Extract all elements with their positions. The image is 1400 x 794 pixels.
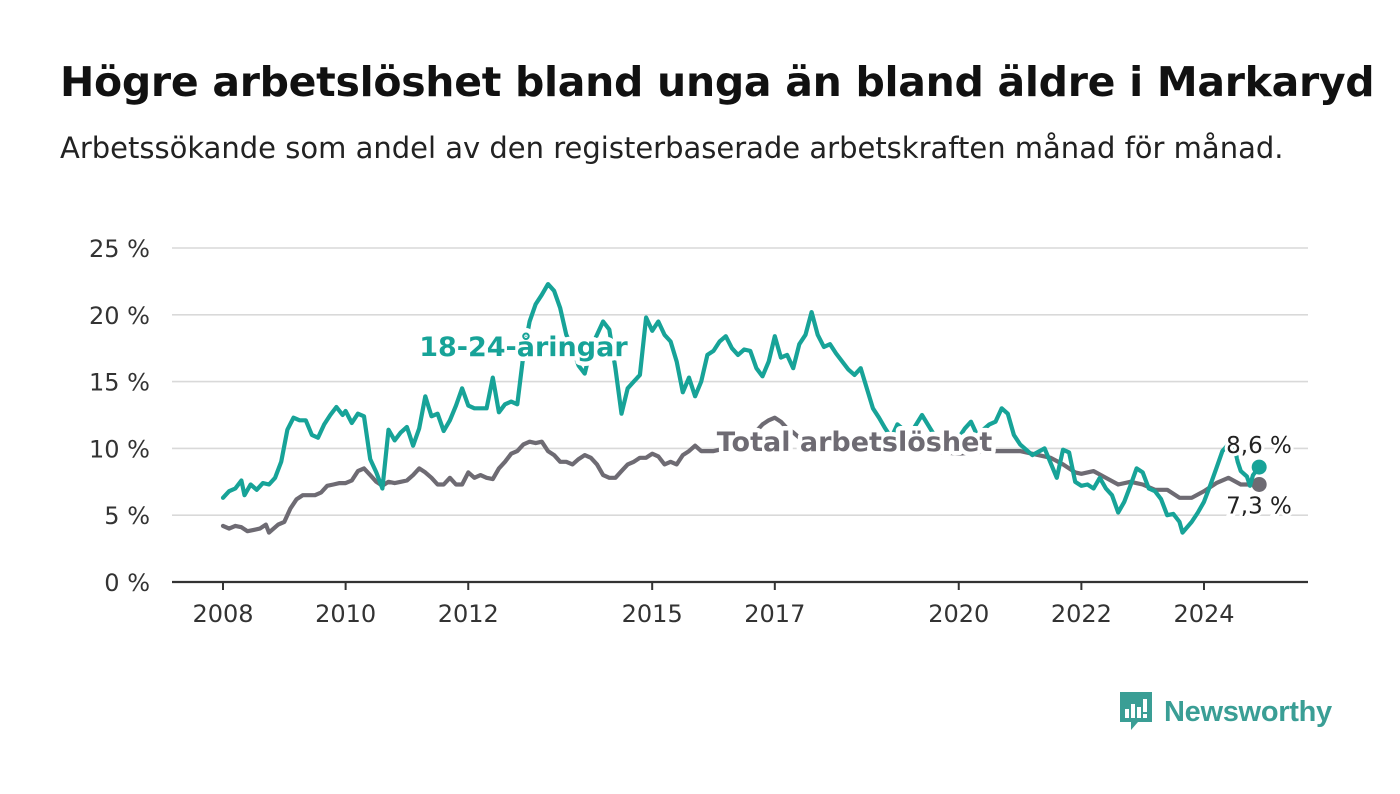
gridlines	[172, 247, 1308, 584]
x-tick-label: 2017	[744, 600, 805, 628]
x-tick-label: 2008	[192, 600, 253, 628]
chart-title: Högre arbetslöshet bland unga än bland ä…	[60, 58, 1375, 106]
x-tick-label: 2020	[928, 600, 989, 628]
brand-name: Newsworthy	[1164, 695, 1332, 728]
x-tick-label: 2022	[1051, 600, 1112, 628]
chart-subtitle: Arbetssökande som andel av den registerb…	[60, 131, 1284, 165]
x-tick-label: 2012	[438, 600, 499, 628]
x-tick-label: 2010	[315, 600, 376, 628]
series-end-point-1	[1251, 459, 1267, 475]
series-line-1	[220, 282, 1262, 535]
x-tick-label: 2024	[1173, 600, 1234, 628]
y-tick-label: 20 %	[89, 302, 150, 330]
y-axis-ticks: 0 % 5 % 10 % 15 % 20 % 25 %	[89, 235, 150, 597]
x-axis-ticks: 2008 2010 2012 2015 2017 2020 2022 2024	[192, 582, 1235, 628]
series-labels: Total arbetslöshet 18-24-åringar 8,6 % 7,3 …	[415, 327, 1295, 523]
y-tick-label: 15 %	[89, 369, 150, 397]
end-value-label-youth: 8,6 %	[1226, 433, 1292, 459]
end-value-label-total: 7,3 %	[1226, 493, 1292, 519]
y-tick-label: 10 %	[89, 435, 150, 463]
newsworthy-logo-icon	[1120, 692, 1152, 730]
series-end-point-0	[1251, 476, 1267, 492]
series-label-0: Total arbetslöshet	[717, 427, 993, 458]
series-label-1: 18-24-åringar	[419, 331, 628, 363]
series-lines	[220, 282, 1267, 535]
x-tick-label: 2015	[622, 600, 683, 628]
y-tick-label: 0 %	[104, 569, 150, 597]
series-line-0	[220, 415, 1262, 535]
y-tick-label: 25 %	[89, 235, 150, 263]
newsworthy-brand[interactable]: Newsworthy	[1118, 690, 1332, 734]
y-tick-label: 5 %	[104, 502, 150, 530]
